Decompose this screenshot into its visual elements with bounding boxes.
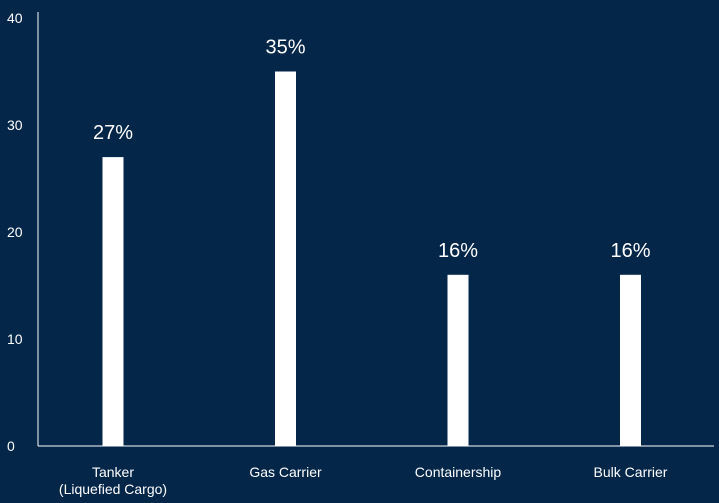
x-tick-label-line: Gas Carrier (249, 464, 322, 480)
bar (447, 274, 469, 446)
y-tick-label: 0 (7, 438, 15, 454)
y-tick-label: 30 (7, 117, 23, 133)
y-tick-label: 10 (7, 331, 23, 347)
x-tick-label: Gas Carrier (249, 464, 322, 480)
data-label: 27% (93, 122, 133, 144)
y-axis-ticks: 0 10 20 30 40 (7, 10, 23, 454)
data-label: 16% (438, 240, 478, 262)
axes (37, 12, 714, 447)
y-tick-label: 20 (7, 224, 23, 240)
x-axis-labels: Tanker (Liquefied Cargo) Gas Carrier Contai… (59, 464, 668, 497)
bar (620, 274, 641, 446)
x-tick-label-line: Bulk Carrier (594, 464, 668, 480)
data-label: 16% (610, 240, 650, 262)
x-tick-label: Tanker (Liquefied Cargo) (59, 464, 167, 497)
data-labels: 27% 35% 16% 16% (93, 37, 651, 262)
data-label: 35% (265, 37, 305, 59)
x-tick-label: Bulk Carrier (594, 464, 668, 480)
x-tick-label-line: (Liquefied Cargo) (59, 481, 167, 497)
bars (102, 71, 641, 446)
x-tick-label: Containership (415, 464, 502, 480)
x-tick-label-line: Tanker (92, 464, 134, 480)
bar (102, 157, 124, 446)
y-tick-label: 40 (7, 10, 23, 26)
x-tick-label-line: Containership (415, 464, 502, 480)
bar (275, 71, 296, 446)
